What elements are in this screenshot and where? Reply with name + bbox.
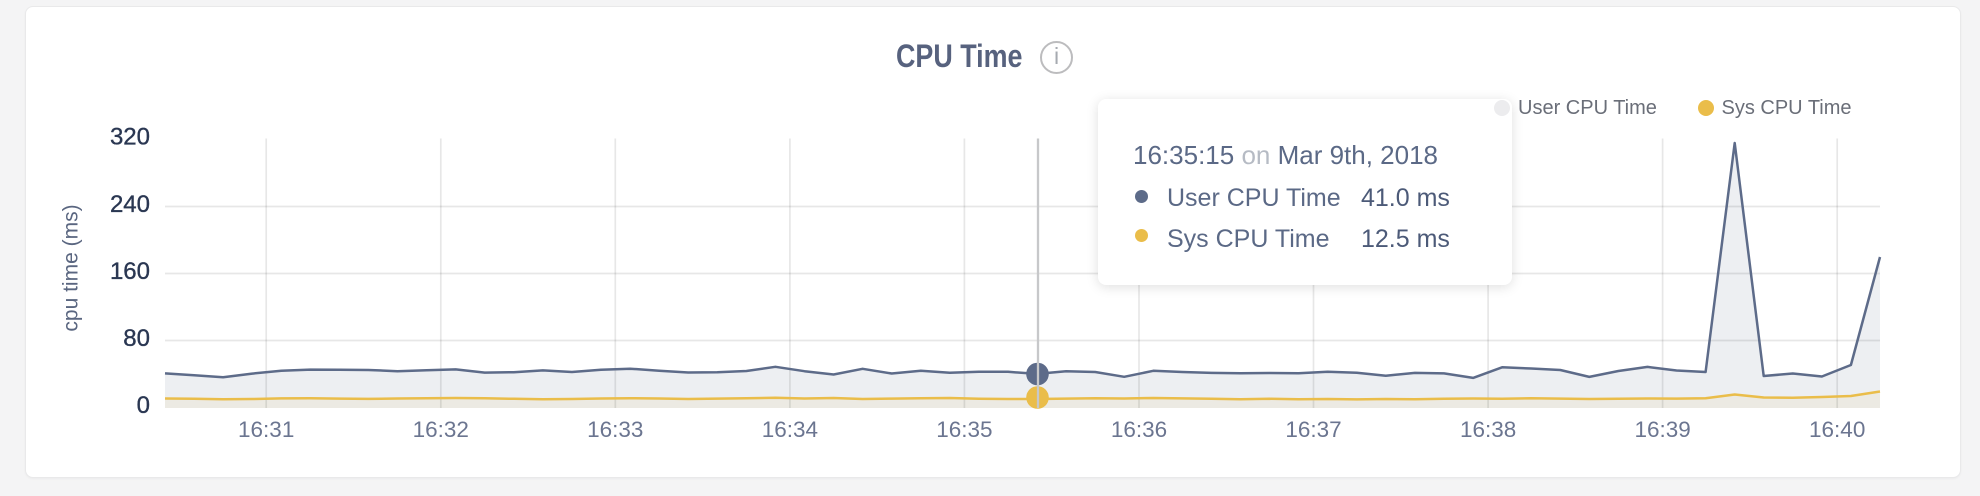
svg-text:16:40: 16:40 [1809,417,1865,442]
svg-text:16:33: 16:33 [587,417,643,442]
svg-text:16:37: 16:37 [1285,417,1341,442]
svg-text:16:32: 16:32 [413,417,469,442]
svg-text:0: 0 [137,392,150,419]
svg-text:16:38: 16:38 [1460,417,1516,442]
svg-text:16:35: 16:35 [936,417,992,442]
svg-text:16:34: 16:34 [762,417,818,442]
svg-text:cpu time (ms): cpu time (ms) [60,204,83,331]
svg-text:80: 80 [123,325,150,352]
svg-text:16:39: 16:39 [1634,417,1690,442]
svg-text:320: 320 [110,124,150,151]
svg-text:16:36: 16:36 [1111,417,1167,442]
svg-text:160: 160 [110,258,150,285]
svg-text:240: 240 [110,191,150,218]
svg-text:16:31: 16:31 [238,417,294,442]
